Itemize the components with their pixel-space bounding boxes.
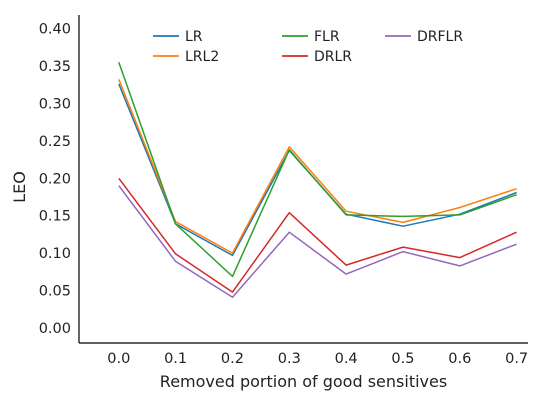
x-axis-label: Removed portion of good sensitives — [160, 372, 447, 391]
y-axis-label: LEO — [10, 171, 29, 203]
chart-legend: LR LRL2 FLR DRLR DRFLR — [153, 29, 463, 65]
y-tick-label: 0.05 — [39, 284, 71, 300]
x-tick-label: 0.6 — [448, 351, 471, 367]
x-tick-label: 0.7 — [505, 351, 528, 367]
legend-label-lr: LR — [185, 29, 203, 45]
x-tick-label: 0.1 — [164, 351, 187, 367]
legend-label-drflr: DRFLR — [417, 29, 463, 45]
legend-label-lrl2: LRL2 — [185, 49, 219, 65]
chart-axes — [78, 15, 528, 344]
y-tick-label: 0.25 — [39, 134, 71, 150]
y-tick-label: 0.30 — [39, 96, 71, 112]
series-line-lr — [118, 83, 517, 257]
y-tick-label: 0.15 — [39, 209, 71, 225]
y-tick-label: 0.10 — [39, 246, 71, 262]
x-tick-label: 0.4 — [335, 351, 358, 367]
series-line-lrl2 — [118, 79, 517, 254]
chart-ticks: 0.0 0.1 0.2 0.3 0.4 0.5 0.6 0.7 0.00 0.05 0.10 0.15… — [39, 21, 528, 367]
series-line-flr — [118, 61, 517, 278]
x-tick-label: 0.3 — [278, 351, 301, 367]
legend-label-drlr: DRLR — [314, 49, 352, 65]
chart-series — [118, 61, 517, 299]
x-tick-label: 0.0 — [107, 351, 130, 367]
legend-label-flr: FLR — [314, 29, 340, 45]
series-line-drlr — [118, 177, 517, 293]
y-tick-label: 0.40 — [39, 21, 71, 37]
y-tick-label: 0.00 — [39, 321, 71, 337]
series-line-drflr — [118, 185, 517, 299]
x-tick-label: 0.2 — [221, 351, 244, 367]
y-tick-label: 0.35 — [39, 59, 71, 75]
x-tick-label: 0.5 — [391, 351, 414, 367]
y-tick-label: 0.20 — [39, 171, 71, 187]
